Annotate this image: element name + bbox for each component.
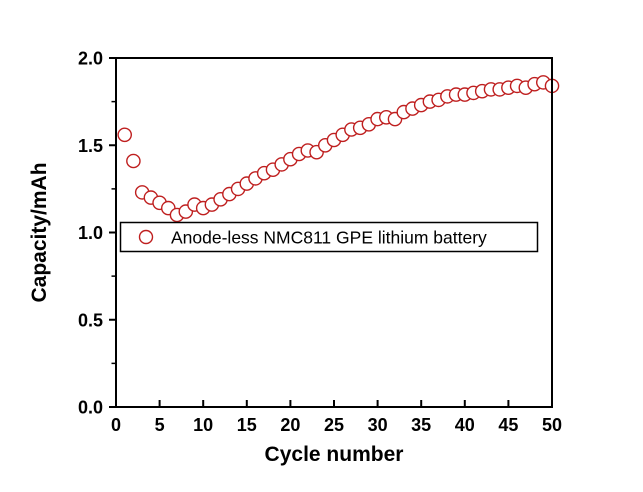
x-axis-title: Cycle number [265,443,404,466]
x-tick-label: 20 [280,415,300,435]
data-points [117,75,560,223]
data-point [117,127,132,143]
x-tick-label: 35 [411,415,431,435]
y-tick-label: 0.0 [78,398,103,418]
y-tick-label: 1.0 [78,223,103,243]
y-tick-label: 0.5 [78,310,103,330]
legend-marker-icon [138,229,154,245]
x-tick-label: 40 [455,415,475,435]
x-tick-label: 30 [368,415,388,435]
y-tick-label: 1.5 [78,136,103,156]
x-tick-label: 0 [111,415,121,435]
x-tick-label: 15 [237,415,257,435]
x-tick-label: 5 [155,415,165,435]
x-tick-label: 25 [324,415,344,435]
axis-tick-labels: 0 5 10 15 20 25 30 35 40 45 50 0.0 0.5 1.0 1.5 2.0 [78,49,562,436]
y-tick-label: 2.0 [78,49,103,69]
legend-label: Anode-less NMC811 GPE lithium battery [171,228,487,248]
x-tick-label: 45 [498,415,518,435]
legend: Anode-less NMC811 GPE lithium battery [119,221,539,253]
y-axis-title: Capacity/mAh [28,162,51,302]
plot-frame [115,57,553,408]
x-tick-label: 50 [542,415,562,435]
data-point [126,153,141,169]
legend-box [119,221,539,253]
x-tick-label: 10 [193,415,213,435]
